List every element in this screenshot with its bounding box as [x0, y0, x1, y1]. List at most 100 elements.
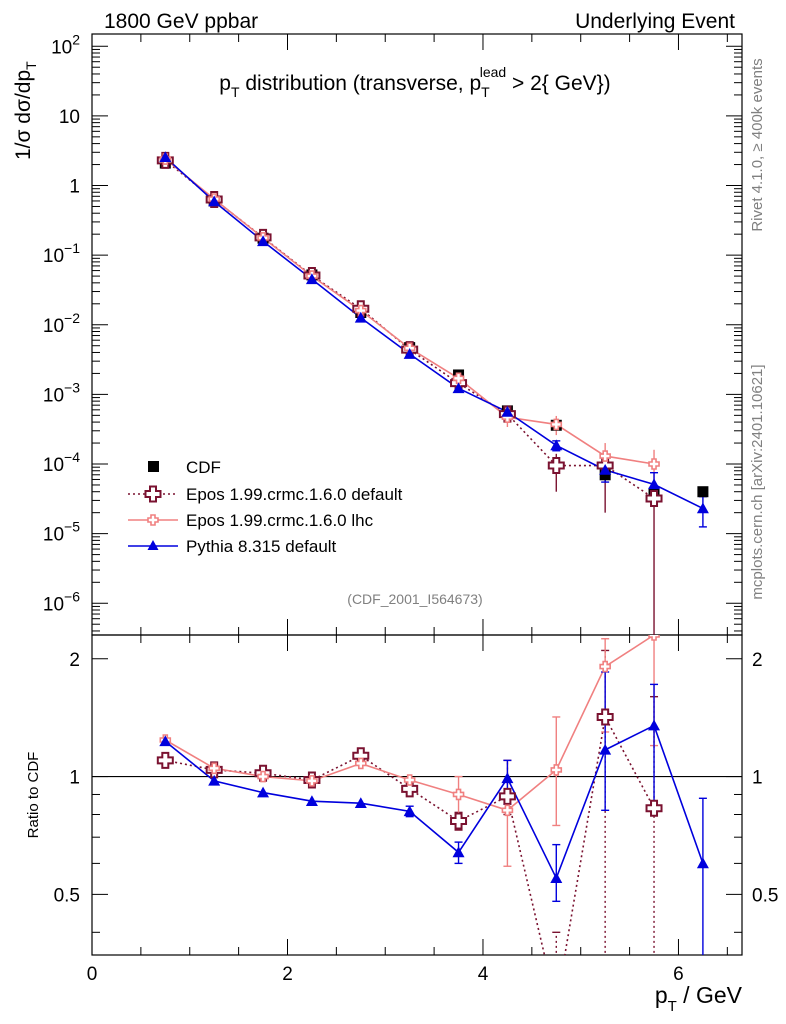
- legend: CDF Epos 1.99.crmc.1.6.0 default Epos 1.…: [128, 458, 403, 556]
- main-point-epos-lhc: [550, 418, 563, 431]
- ratio-point-epos-default: [549, 998, 564, 1013]
- ratio-point-pythia: [696, 857, 709, 869]
- plot-title: pT distribution (transverse, pTlead > 2{…: [219, 64, 610, 100]
- legend-marker-cdf: [148, 461, 159, 472]
- main-y-tick-label: 10−5: [43, 519, 80, 546]
- legend-entry-cdf: CDF: [148, 458, 221, 477]
- legend-label-epos-default: Epos 1.99.crmc.1.6.0 default: [186, 485, 403, 504]
- ratio-point-epos-default: [498, 787, 516, 805]
- main-point-pythia: [452, 382, 465, 394]
- ratio-point-pythia: [550, 872, 563, 883]
- ratio-y-tick-label: 1: [69, 768, 80, 789]
- main-point-pythia: [696, 502, 709, 514]
- ratio-y-tick-label: 0.5: [54, 885, 80, 906]
- ratio-x-tick-label: 6: [673, 964, 684, 985]
- ratio-x-tick-label: 0: [87, 964, 98, 985]
- main-point-pythia: [648, 478, 661, 490]
- ratio-point-pythia: [403, 805, 416, 817]
- main-point-epos-lhc: [648, 458, 660, 470]
- main-line-epos-lhc: [164, 158, 655, 465]
- ratio-x-tick-label: 2: [282, 964, 293, 985]
- legend-entry-epos-lhc: Epos 1.99.crmc.1.6.0 lhc: [128, 511, 374, 530]
- main-series-layer: [156, 151, 709, 635]
- legend-label-cdf: CDF: [186, 458, 221, 477]
- main-point-pythia: [208, 195, 221, 207]
- main-line-epos-default: [164, 159, 655, 500]
- ratio-point-epos-default: [596, 708, 614, 726]
- ratio-point-epos-default: [156, 751, 174, 769]
- main-point-cdf: [697, 486, 709, 498]
- ratio-line-epos-default: [165, 714, 655, 955]
- ratio-point-epos-default: [401, 780, 419, 798]
- ratio-plot-frame: [91, 634, 743, 956]
- main-y-tick-label: 10−6: [43, 588, 80, 615]
- ratio-point-epos-lhc: [257, 770, 269, 783]
- ratio-line-pythia: [164, 724, 704, 881]
- ratio-point-pythia: [354, 797, 367, 808]
- ratio-point-epos-lhc: [208, 762, 220, 775]
- ratio-point-pythia: [305, 795, 318, 807]
- main-point-epos-lhc: [452, 372, 465, 385]
- main-y-tick-label: 10−2: [43, 310, 80, 337]
- ratio-point-epos-lhc: [306, 775, 318, 787]
- ratio-point-epos-default: [645, 799, 663, 817]
- rivet-version-text: Rivet 4.1.0, ≥ 400k events: [749, 58, 766, 231]
- ratio-point-pythia: [452, 846, 465, 858]
- main-point-pythia: [305, 273, 318, 285]
- ratio-point-epos-lhc: [648, 635, 660, 641]
- main-point-epos-default: [547, 457, 565, 475]
- legend-label-epos-lhc: Epos 1.99.crmc.1.6.0 lhc: [186, 511, 374, 530]
- main-point-pythia: [501, 405, 514, 417]
- ratio-y-tick-label-right: 2: [752, 650, 763, 671]
- main-point-pythia: [403, 348, 416, 359]
- header-right: Underlying Event: [575, 10, 735, 33]
- ratio-point-pythia: [159, 735, 172, 747]
- main-y-tick-label: 102: [51, 31, 80, 58]
- ratio-x-tick-label: 4: [478, 964, 489, 985]
- main-point-pythia: [159, 151, 172, 163]
- ratio-point-epos-lhc: [501, 804, 514, 817]
- main-y-tick-label: 10: [59, 107, 80, 128]
- ratio-point-epos-lhc: [354, 757, 367, 770]
- ratio-y-tick-label: 2: [69, 650, 80, 671]
- ratio-point-pythia: [648, 719, 661, 731]
- ratio-point-pythia: [208, 774, 221, 786]
- ratio-point-epos-lhc: [550, 764, 563, 776]
- ratio-point-pythia: [257, 786, 270, 798]
- legend-marker-pythia: [147, 540, 159, 550]
- ratio-y-axis-label: Ratio to CDF: [25, 752, 42, 839]
- ratio-point-pythia: [501, 772, 514, 784]
- legend-entry-epos-default: Epos 1.99.crmc.1.6.0 default: [128, 485, 403, 504]
- header-left: 1800 GeV ppbar: [104, 10, 258, 33]
- ratio-series-layer: [156, 635, 709, 1013]
- legend-marker-epos-lhc: [147, 514, 159, 526]
- main-y-tick-label: 10−3: [43, 379, 80, 406]
- main-axes: 102 10 1 10−1 10−2 10−3 10−4 10−5 10−6: [43, 31, 742, 635]
- ratio-y-tick-label-right: 1: [752, 768, 763, 789]
- legend-marker-epos-default: [144, 485, 162, 503]
- mcplots-text: mcplots.cern.ch [arXiv:2401.10621]: [749, 364, 766, 599]
- main-point-pythia: [550, 439, 563, 451]
- main-line-pythia: [164, 156, 704, 510]
- ratio-point-epos-default: [450, 812, 468, 830]
- ratio-y-tick-label-right: 0.5: [752, 885, 778, 906]
- ratio-point-pythia: [599, 743, 612, 755]
- main-y-tick-label: 1: [69, 177, 80, 198]
- ratio-axes: 0 2 4 6 0.5 0.5 1 1 2 2: [54, 635, 778, 985]
- x-axis-label: pT / GeV: [655, 982, 743, 1015]
- main-point-pythia: [599, 464, 612, 475]
- main-point-pythia: [354, 311, 367, 323]
- ratio-point-epos-lhc: [599, 660, 611, 673]
- main-y-tick-label: 10−4: [43, 449, 80, 476]
- ratio-point-epos-lhc: [452, 788, 465, 801]
- main-point-pythia: [257, 235, 270, 247]
- main-point-epos-default: [645, 489, 663, 507]
- ratio-point-epos-lhc: [403, 774, 416, 786]
- main-y-axis-label: 1/σ dσ/dpT: [12, 61, 39, 160]
- legend-label-pythia: Pythia 8.315 default: [186, 537, 337, 556]
- main-y-tick-label: 10−1: [43, 240, 80, 267]
- legend-entry-pythia: Pythia 8.315 default: [128, 537, 337, 556]
- analysis-id-label: (CDF_2001_I564673): [347, 591, 482, 607]
- main-point-epos-lhc: [599, 450, 611, 462]
